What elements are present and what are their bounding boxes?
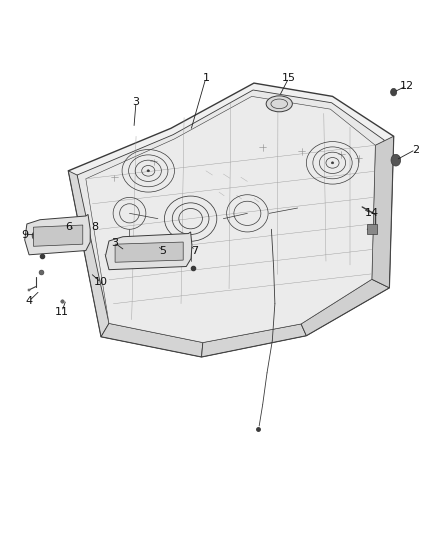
Polygon shape	[86, 96, 375, 343]
Polygon shape	[68, 83, 394, 357]
Text: 2: 2	[412, 144, 419, 155]
Text: 9: 9	[21, 230, 28, 240]
Ellipse shape	[391, 155, 401, 166]
Polygon shape	[33, 225, 83, 246]
Text: 3: 3	[133, 96, 140, 107]
Text: 15: 15	[282, 73, 296, 83]
Polygon shape	[68, 171, 109, 337]
Text: 7: 7	[191, 246, 198, 255]
Ellipse shape	[32, 231, 39, 240]
Polygon shape	[201, 324, 306, 357]
Polygon shape	[372, 136, 394, 288]
Polygon shape	[77, 90, 384, 349]
Text: 5: 5	[159, 246, 166, 255]
Polygon shape	[115, 242, 183, 262]
Ellipse shape	[331, 162, 334, 164]
Bar	[367, 224, 377, 233]
Text: 8: 8	[91, 222, 98, 232]
Text: 4: 4	[25, 296, 33, 306]
Polygon shape	[301, 279, 389, 336]
Polygon shape	[101, 324, 203, 357]
Ellipse shape	[391, 88, 397, 96]
Text: 6: 6	[65, 222, 72, 232]
Polygon shape	[25, 214, 90, 255]
Ellipse shape	[266, 96, 292, 112]
Text: 11: 11	[55, 306, 69, 317]
Text: 12: 12	[400, 81, 414, 91]
Text: 3: 3	[111, 238, 118, 247]
Text: 10: 10	[94, 278, 108, 287]
Polygon shape	[106, 232, 192, 270]
Ellipse shape	[147, 169, 150, 172]
Text: 14: 14	[365, 208, 379, 219]
Text: 1: 1	[202, 73, 209, 83]
